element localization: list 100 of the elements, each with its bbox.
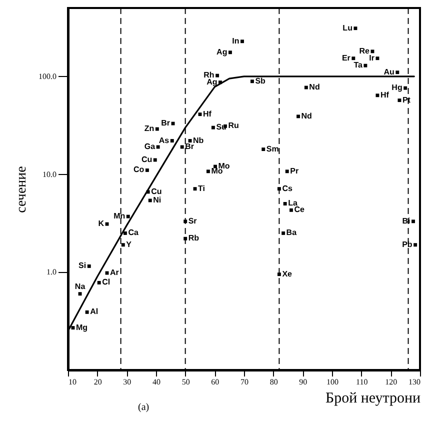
annotation: Cs — [282, 184, 293, 193]
annotation: Ca — [128, 228, 139, 238]
point — [364, 64, 368, 68]
annotation: Y — [126, 240, 132, 249]
point — [376, 94, 380, 98]
text: (а) — [138, 402, 150, 413]
annotation: In — [232, 36, 240, 46]
annotation: Xe — [282, 269, 293, 278]
x-tick-label: 90 — [299, 378, 308, 386]
point — [354, 26, 358, 30]
point — [282, 231, 286, 235]
annotation: Hf — [380, 90, 390, 100]
x-tick-label: 110 — [356, 378, 368, 386]
annotation: Ga — [144, 142, 156, 151]
annotation: Co — [134, 165, 144, 174]
annotation: Zn — [144, 124, 154, 134]
y-axis-title: сечение — [14, 166, 30, 213]
annotation: Ce — [294, 205, 306, 214]
annotation: Sm — [266, 144, 279, 154]
annotation: Au — [384, 67, 395, 76]
annotation: Rb — [188, 234, 200, 243]
annotation: Re — [359, 46, 370, 56]
point — [126, 214, 130, 218]
x-tick-label: 30 — [123, 378, 132, 386]
annotation: Hg — [392, 83, 402, 92]
annotation: Br — [161, 118, 170, 128]
annotation: Er — [342, 53, 350, 62]
annotation: Cu — [141, 154, 152, 164]
annotation: Ni — [153, 195, 162, 204]
annotation: Ag — [216, 47, 228, 56]
annotation: Br — [185, 142, 194, 151]
x-tick-label: 100 — [326, 378, 338, 386]
point — [218, 80, 222, 84]
x-tick-label: 130 — [408, 378, 420, 386]
annotation: Ru — [228, 121, 240, 130]
annotation: Ba — [286, 228, 298, 238]
y-tick-label: 100.0 — [38, 72, 56, 81]
annotation: Sb — [255, 76, 266, 86]
point — [414, 243, 418, 247]
annotation: Si — [78, 261, 86, 270]
annotation: Ag — [206, 77, 218, 86]
x-axis-title: Брой неутрони — [326, 390, 420, 406]
annotation: Ta — [354, 60, 363, 70]
point — [148, 198, 152, 202]
point — [170, 139, 174, 142]
annotation: Ar — [110, 268, 119, 277]
annotation: As — [158, 136, 170, 145]
point — [145, 168, 149, 172]
annotation: Ti — [198, 184, 205, 193]
x-tick-label: 80 — [270, 378, 278, 386]
y-tick-label: 10.0 — [42, 170, 56, 179]
point — [283, 202, 287, 206]
point — [123, 231, 127, 235]
point — [146, 190, 150, 194]
point — [211, 126, 215, 130]
point — [277, 187, 281, 191]
point — [412, 220, 415, 224]
point — [296, 114, 300, 118]
annotation: Rh — [204, 70, 214, 80]
x-tick-label: 40 — [152, 378, 160, 386]
x-tick-label: 120 — [385, 378, 398, 386]
point — [188, 139, 192, 142]
point — [404, 86, 408, 90]
point — [121, 243, 125, 247]
point — [250, 80, 254, 84]
annotation: Cu — [151, 186, 162, 196]
point — [216, 74, 220, 78]
annotation: Mg — [76, 322, 88, 332]
annotation: Pb — [402, 240, 412, 249]
annotation: Na — [74, 282, 86, 291]
point — [228, 50, 232, 54]
annotation: Nd — [309, 82, 320, 92]
y-tick-label: 1.0 — [46, 268, 56, 277]
annotation: K — [98, 219, 104, 228]
point — [184, 236, 188, 240]
annotation: Nd — [301, 111, 312, 120]
x-tick-label: 50 — [182, 378, 190, 386]
annotation: Hf — [203, 109, 212, 118]
point — [396, 70, 400, 74]
point — [289, 208, 293, 212]
point — [97, 280, 101, 284]
x-tick-label: 10 — [68, 378, 76, 386]
point — [277, 272, 281, 276]
point — [370, 50, 374, 54]
point — [206, 170, 210, 174]
x-tick-label: 70 — [240, 378, 248, 386]
annotation: Mn — [114, 212, 126, 221]
annotation: Cl — [102, 278, 110, 287]
point — [285, 170, 289, 174]
point — [184, 220, 188, 224]
x-tick-label: 60 — [211, 378, 220, 386]
point — [398, 98, 402, 102]
point — [78, 292, 82, 296]
x-tick-label: 20 — [94, 378, 102, 386]
annotation: Pr — [290, 166, 299, 176]
point — [240, 40, 244, 44]
point — [87, 264, 91, 268]
annotation: Sr — [188, 216, 197, 226]
point — [376, 56, 380, 60]
annotation: Lu — [342, 23, 353, 32]
